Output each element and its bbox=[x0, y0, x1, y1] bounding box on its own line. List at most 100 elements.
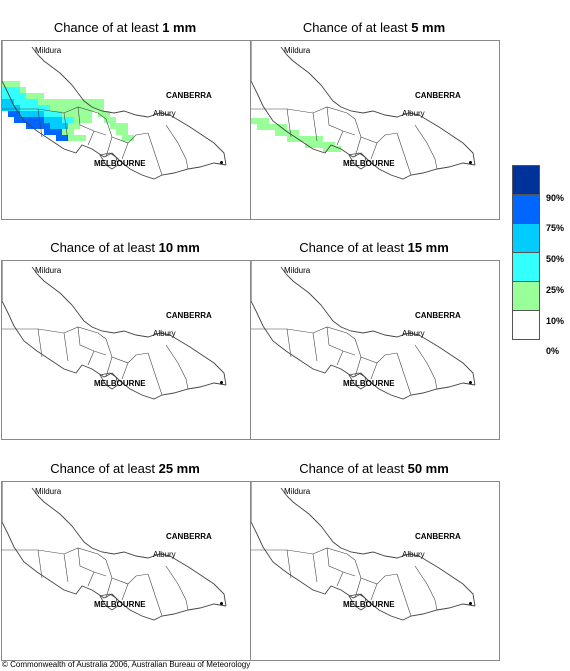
place-label-melbourne: MELBOURNE bbox=[343, 159, 395, 168]
probability-legend bbox=[512, 165, 540, 340]
place-label-melbourne: MELBOURNE bbox=[343, 600, 395, 609]
coastal-point-marker bbox=[220, 602, 223, 605]
district-boundary bbox=[370, 583, 378, 601]
panel-title-1mm: Chance of at least 1 mm bbox=[53, 20, 197, 35]
rainfall-probability-cell bbox=[92, 99, 104, 105]
district-boundary bbox=[414, 344, 438, 390]
district-boundary bbox=[77, 106, 107, 136]
district-boundary bbox=[354, 118, 398, 144]
map-panel-15mm: Mildura CANBERRA Albury MELBOURNE bbox=[250, 260, 500, 440]
rainfall-probability-cell bbox=[50, 123, 68, 129]
map-panel-25mm: Mildura CANBERRA Albury MELBOURNE bbox=[1, 481, 251, 661]
place-label-mildura: Mildura bbox=[35, 46, 62, 55]
district-boundary bbox=[414, 124, 438, 170]
rainfall-probability-cell bbox=[275, 130, 299, 136]
victoria-map bbox=[2, 482, 227, 621]
place-label-melbourne: MELBOURNE bbox=[94, 159, 146, 168]
district-boundary bbox=[396, 132, 412, 176]
district-boundary bbox=[326, 547, 356, 577]
coastline bbox=[251, 300, 476, 400]
legend-label-75: 75% bbox=[546, 223, 565, 233]
district-boundary bbox=[105, 559, 149, 585]
rainfall-probability-cell bbox=[44, 129, 62, 135]
rainfall-probability-cell bbox=[14, 117, 44, 123]
map-panel-10mm: Mildura CANBERRA Albury MELBOURNE bbox=[1, 260, 251, 440]
coastline bbox=[251, 521, 476, 621]
legend-label-90: 90% bbox=[546, 193, 565, 203]
rainfall-probability-cell bbox=[38, 99, 74, 105]
panel-title-15mm: Chance of at least 15 mm bbox=[299, 240, 449, 255]
legend-label-25: 25% bbox=[546, 285, 565, 295]
map-panel-50mm: Mildura CANBERRA Albury MELBOURNE bbox=[250, 481, 500, 661]
map-panel-1mm: Mildura CANBERRA Albury MELBOURNE bbox=[1, 40, 251, 220]
district-boundary bbox=[2, 328, 43, 358]
rainfall-probability-cell bbox=[62, 117, 74, 123]
rainfall-probability-cell bbox=[98, 111, 110, 117]
district-boundary bbox=[63, 332, 69, 362]
panel-title-25mm: Chance of at least 25 mm bbox=[50, 461, 200, 476]
port-phillip-bay bbox=[348, 152, 368, 170]
panel-title-10mm: Chance of at least 10 mm bbox=[50, 240, 200, 255]
district-boundary bbox=[354, 338, 398, 364]
district-boundary bbox=[121, 142, 129, 160]
rainfall-probability-cell bbox=[62, 129, 74, 135]
rainfall-probability-cell bbox=[2, 93, 26, 99]
legend-swatch-25 bbox=[512, 252, 540, 282]
copyright-footer: © Commonwealth of Australia 2006, Austra… bbox=[2, 660, 251, 669]
district-boundary bbox=[396, 573, 412, 617]
legend-swatch-10 bbox=[512, 281, 540, 311]
rainfall-probability-cell bbox=[74, 99, 92, 105]
coastal-point-marker bbox=[469, 381, 472, 384]
district-boundary bbox=[63, 112, 69, 142]
district-boundary bbox=[121, 362, 129, 380]
district-boundary bbox=[414, 565, 438, 611]
rainfall-probability-cell bbox=[323, 146, 341, 152]
district-boundary bbox=[121, 583, 129, 601]
district-boundary bbox=[336, 571, 344, 587]
rainfall-probability-cell bbox=[2, 87, 20, 93]
rainfall-probability-cell bbox=[68, 123, 80, 129]
rainfall-probability-cell bbox=[257, 124, 287, 130]
rainfall-probability-cell bbox=[305, 142, 335, 148]
place-label-albury: Albury bbox=[402, 109, 425, 118]
panel-title-5mm: Chance of at least 5 mm bbox=[302, 20, 446, 35]
district-boundary bbox=[147, 352, 163, 396]
rainfall-probability-cell bbox=[8, 111, 20, 117]
coastal-point-marker bbox=[220, 381, 223, 384]
rainfall-probability-cell bbox=[62, 111, 92, 117]
rainfall-probability-cell bbox=[2, 99, 14, 105]
district-boundary bbox=[312, 112, 318, 142]
district-boundary bbox=[87, 130, 95, 146]
district-boundary bbox=[326, 106, 356, 136]
legend-label-0: 0% bbox=[546, 346, 560, 356]
rainfall-probability-cell bbox=[44, 117, 62, 123]
place-label-mildura: Mildura bbox=[284, 266, 311, 275]
legend-label-50: 50% bbox=[546, 254, 565, 264]
rainfall-probability-cell bbox=[26, 93, 38, 99]
port-phillip-bay bbox=[348, 372, 368, 390]
port-phillip-bay bbox=[99, 593, 119, 611]
legend-label-10: 10% bbox=[546, 316, 565, 326]
coastal-point-marker bbox=[469, 161, 472, 164]
victoria-map bbox=[2, 41, 227, 180]
district-boundary bbox=[370, 362, 378, 380]
district-boundary bbox=[326, 326, 356, 356]
rainfall-probability-cell bbox=[26, 123, 50, 129]
rainfall-probability-cell bbox=[56, 135, 68, 141]
district-boundary bbox=[336, 130, 344, 146]
coastline bbox=[2, 521, 227, 621]
place-label-melbourne: MELBOURNE bbox=[94, 600, 146, 609]
rainfall-probability-cell bbox=[20, 87, 26, 93]
district-boundary bbox=[370, 142, 378, 160]
victoria-map bbox=[251, 261, 476, 400]
coastal-point-marker bbox=[220, 161, 223, 164]
rainfall-probability-cell bbox=[20, 105, 50, 111]
state-border bbox=[2, 482, 227, 607]
coastline bbox=[251, 80, 476, 180]
district-boundary bbox=[396, 352, 412, 396]
rainfall-probability-cell bbox=[14, 99, 38, 105]
victoria-map bbox=[251, 41, 476, 180]
district-boundary bbox=[354, 559, 398, 585]
map-panel-5mm: Mildura CANBERRA Albury MELBOURNE bbox=[250, 40, 500, 220]
legend-swatch-0 bbox=[512, 310, 540, 340]
